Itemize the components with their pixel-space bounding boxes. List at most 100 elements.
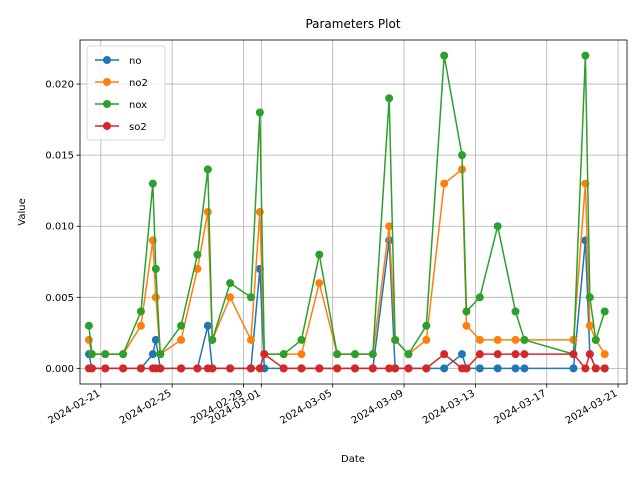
data-point-no xyxy=(569,364,578,373)
data-point-so2 xyxy=(350,364,359,373)
x-axis: 2024-02-21 2024-02-25 2024-02-292024-03-01… xyxy=(46,384,620,427)
data-point-so2 xyxy=(193,364,202,373)
x-tick-label: 2024-03-21 xyxy=(564,388,620,427)
legend-marker xyxy=(103,78,111,86)
data-point-so2 xyxy=(440,350,449,359)
x-tick-label: 2024-03-05 xyxy=(278,388,334,427)
data-point-no2 xyxy=(226,293,235,302)
data-point-so2 xyxy=(226,364,235,373)
data-point-nox xyxy=(151,264,160,273)
data-point-nox xyxy=(203,165,212,174)
legend-item-so2: so2 xyxy=(95,122,147,133)
legend-label: no2 xyxy=(129,78,148,89)
data-point-nox xyxy=(462,307,471,316)
data-point-no xyxy=(511,364,520,373)
data-point-nox xyxy=(350,350,359,359)
legend-marker xyxy=(103,122,111,130)
data-point-nox xyxy=(156,350,165,359)
data-point-no2 xyxy=(136,321,145,330)
data-point-so2 xyxy=(279,364,288,373)
data-point-no2 xyxy=(84,335,93,344)
data-point-no2 xyxy=(511,335,520,344)
data-point-so2 xyxy=(475,350,484,359)
data-point-no2 xyxy=(177,335,186,344)
legend-item-no: no xyxy=(95,56,141,67)
data-point-nox xyxy=(246,293,255,302)
data-point-so2 xyxy=(208,364,217,373)
data-point-no2 xyxy=(193,264,202,273)
data-point-no2 xyxy=(385,222,394,231)
data-point-nox xyxy=(591,335,600,344)
y-tick-label: 0.000 xyxy=(45,364,74,375)
data-point-so2 xyxy=(581,364,590,373)
data-point-nox xyxy=(177,321,186,330)
data-point-nox xyxy=(440,51,449,60)
y-axis-label: Value xyxy=(17,198,28,225)
data-point-so2 xyxy=(87,364,96,373)
legend-label: no xyxy=(129,56,141,67)
data-point-nox xyxy=(255,108,264,117)
data-point-so2 xyxy=(333,364,342,373)
legend-label: nox xyxy=(129,100,147,111)
series-so2 xyxy=(84,350,609,373)
data-point-no2 xyxy=(255,208,264,216)
data-point-nox xyxy=(600,307,609,316)
data-point-so2 xyxy=(493,350,502,359)
data-point-nox xyxy=(585,293,594,302)
data-point-nox xyxy=(404,350,413,359)
data-point-nox xyxy=(581,51,590,60)
data-point-nox xyxy=(333,350,342,359)
legend-marker xyxy=(103,100,111,108)
data-point-no2 xyxy=(246,335,255,344)
data-point-no2 xyxy=(203,208,212,216)
data-point-nox xyxy=(101,350,110,359)
series-line-nox xyxy=(88,55,606,357)
data-point-nox xyxy=(84,321,93,330)
data-point-so2 xyxy=(260,350,269,359)
x-tick-label: 2024-03-13 xyxy=(421,388,477,427)
data-point-so2 xyxy=(246,364,255,373)
data-point-no2 xyxy=(493,335,502,344)
data-point-no xyxy=(203,321,212,330)
data-point-nox xyxy=(148,179,157,188)
data-point-nox xyxy=(136,307,145,316)
data-point-no2 xyxy=(297,350,306,359)
data-point-nox xyxy=(208,335,217,344)
legend: no no2 nox so2 xyxy=(86,45,166,141)
data-point-nox xyxy=(493,222,502,231)
legend-box xyxy=(86,45,166,141)
data-point-so2 xyxy=(511,350,520,359)
data-point-nox xyxy=(297,335,306,344)
x-tick-label: 2024-03-09 xyxy=(350,388,406,427)
data-point-no2 xyxy=(315,279,324,288)
y-tick-label: 0.010 xyxy=(45,222,74,233)
data-point-no xyxy=(475,364,484,373)
data-point-nox xyxy=(475,293,484,302)
legend-label: so2 xyxy=(129,122,147,133)
data-point-no2 xyxy=(151,293,160,302)
y-tick-label: 0.020 xyxy=(45,80,74,91)
y-tick-label: 0.005 xyxy=(45,293,74,304)
data-point-no2 xyxy=(440,179,449,188)
data-point-so2 xyxy=(391,364,400,373)
chart-title: Parameters Plot xyxy=(305,17,400,31)
x-axis-label: Date xyxy=(341,454,365,465)
data-point-nox xyxy=(520,335,529,344)
plot-area xyxy=(79,39,628,385)
legend-marker xyxy=(103,56,111,64)
y-tick-label: 0.015 xyxy=(45,151,74,162)
data-point-no xyxy=(151,335,160,344)
data-point-so2 xyxy=(119,364,128,373)
data-point-so2 xyxy=(136,364,145,373)
data-point-so2 xyxy=(600,364,609,373)
data-point-nox xyxy=(511,307,520,316)
legend-item-no2: no2 xyxy=(95,78,148,89)
series-line-no2 xyxy=(88,167,606,356)
data-point-no2 xyxy=(475,335,484,344)
data-point-so2 xyxy=(585,350,594,359)
data-point-no xyxy=(458,350,467,359)
data-point-so2 xyxy=(101,364,110,373)
data-point-so2 xyxy=(156,364,165,373)
data-point-no2 xyxy=(585,321,594,330)
